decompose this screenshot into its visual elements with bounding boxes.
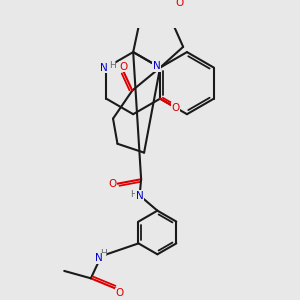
Text: H: H	[109, 61, 116, 70]
Text: O: O	[172, 103, 180, 113]
Text: N: N	[95, 253, 103, 263]
Text: O: O	[119, 61, 128, 71]
Text: O: O	[108, 179, 116, 189]
Text: H: H	[130, 190, 137, 199]
Text: O: O	[175, 0, 184, 8]
Text: N: N	[136, 190, 143, 200]
Text: H: H	[100, 249, 107, 258]
Text: N: N	[153, 61, 161, 71]
Text: O: O	[115, 289, 123, 298]
Text: N: N	[100, 63, 107, 73]
